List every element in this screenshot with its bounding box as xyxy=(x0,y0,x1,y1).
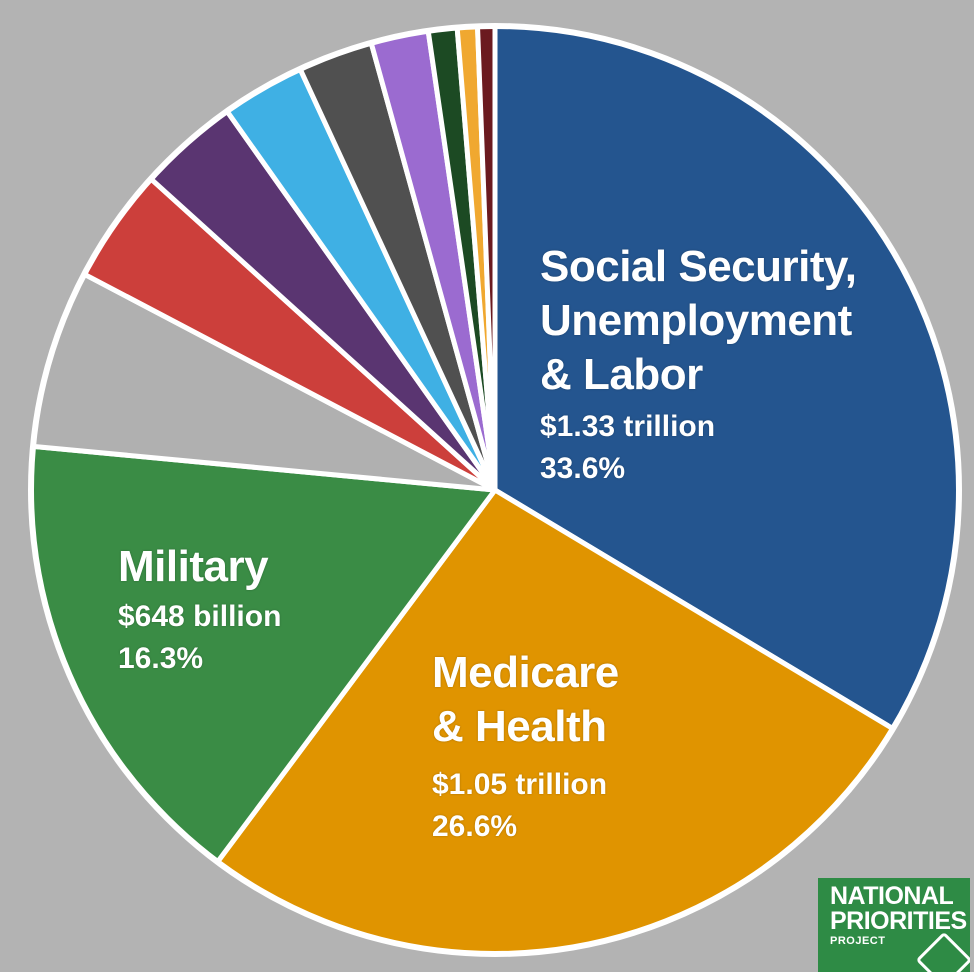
label-line: Medicare xyxy=(432,648,619,697)
logo-line-2: PRIORITIES xyxy=(830,907,967,935)
value-label: $648 billion xyxy=(118,600,282,633)
percent-label: 33.6% xyxy=(540,452,626,485)
label-line: Military xyxy=(118,542,269,591)
label-line: & Health xyxy=(432,702,607,751)
label-social-security: Social Security, Unemployment & Labor $1… xyxy=(540,240,857,490)
logo-line-3: PROJECT xyxy=(830,935,886,947)
national-priorities-logo: NATIONAL PRIORITIES PROJECT xyxy=(818,878,970,972)
label-medicare-health: Medicare & Health $1.05 trillion 26.6% xyxy=(432,646,619,848)
logo-line-1: NATIONAL xyxy=(830,882,954,910)
value-label: $1.05 trillion xyxy=(432,768,608,801)
label-line: Social Security, xyxy=(540,242,857,291)
pie-outline xyxy=(28,23,962,957)
value-label: $1.33 trillion xyxy=(540,410,716,443)
label-line: & Labor xyxy=(540,350,703,399)
label-line: Unemployment xyxy=(540,296,852,345)
percent-label: 16.3% xyxy=(118,642,204,675)
label-military: Military $648 billion 16.3% xyxy=(118,540,281,680)
percent-label: 26.6% xyxy=(432,810,518,843)
